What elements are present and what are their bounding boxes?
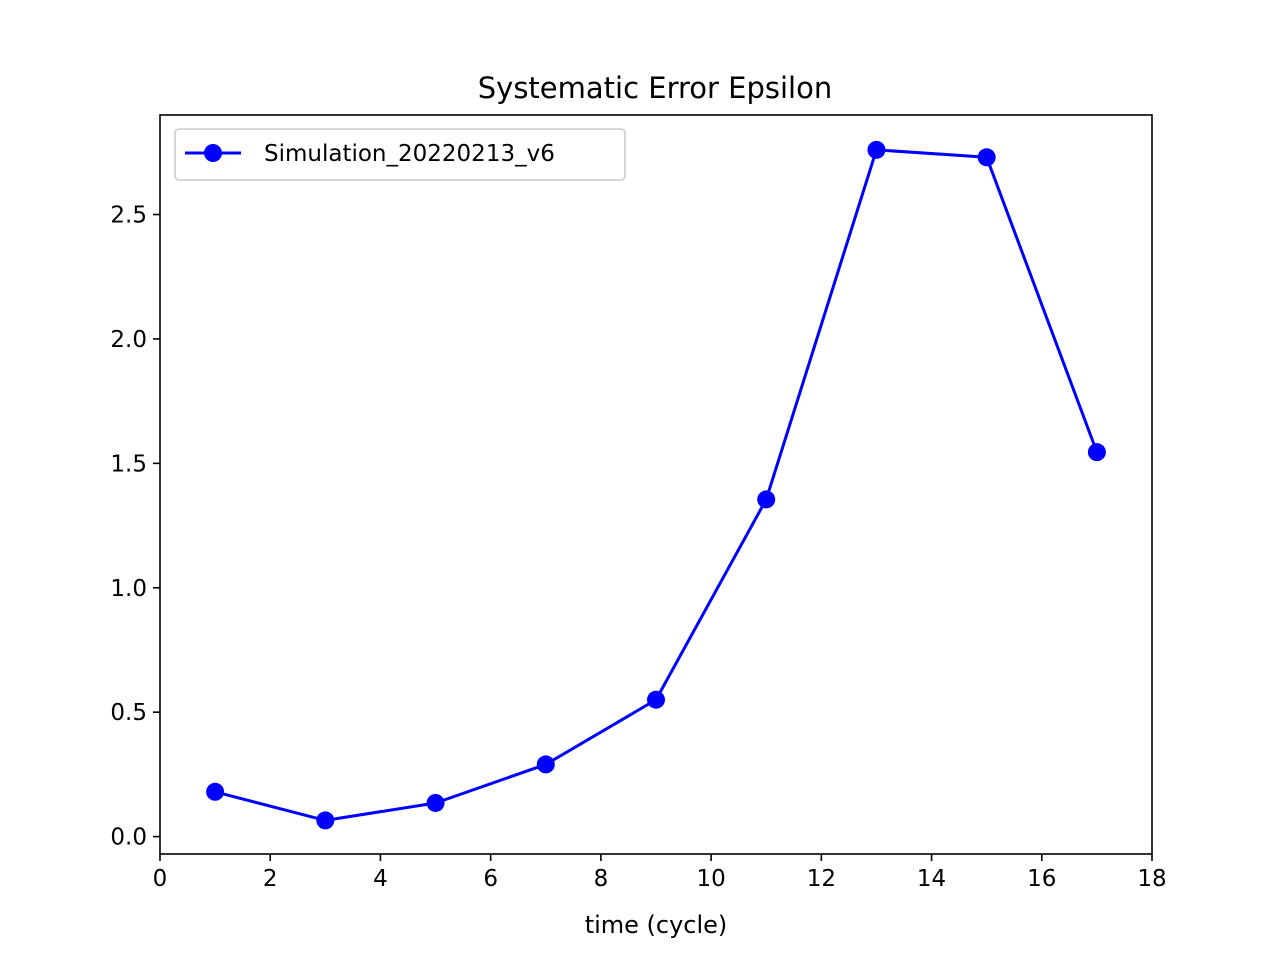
- y-tick-label: 2.5: [110, 203, 147, 229]
- legend: Simulation_20220213_v6: [174, 128, 626, 181]
- data-point: [977, 148, 996, 167]
- x-tick-label: 10: [696, 866, 725, 892]
- y-tick-label: 2.0: [110, 327, 147, 353]
- legend-marker-swatch: [204, 144, 222, 162]
- data-point: [206, 782, 225, 801]
- data-point: [757, 490, 776, 509]
- data-point: [316, 811, 335, 830]
- data-point: [536, 755, 555, 774]
- y-tick-label: 0.5: [110, 700, 147, 726]
- data-point: [1087, 443, 1106, 462]
- plot-area: [159, 114, 1153, 855]
- y-tick-label: 1.0: [110, 576, 147, 602]
- data-point: [426, 793, 445, 812]
- x-axis-label: time (cycle): [585, 911, 728, 939]
- x-tick-label: 8: [594, 866, 609, 892]
- x-tick-label: 12: [807, 866, 836, 892]
- legend-label: Simulation_20220213_v6: [264, 141, 555, 167]
- x-tick-label: 18: [1137, 866, 1166, 892]
- x-axis: 0 2 4 6 8 10 12 14 16 18: [153, 854, 1167, 892]
- x-tick-label: 0: [153, 866, 168, 892]
- series-layer: [206, 140, 1106, 830]
- x-tick-label: 6: [483, 866, 498, 892]
- data-point: [647, 690, 665, 709]
- chart-title: Systematic Error Epsilon: [478, 71, 833, 105]
- data-point: [867, 140, 886, 159]
- x-tick-label: 16: [1027, 866, 1056, 892]
- y-tick-label: 0.0: [110, 825, 147, 851]
- x-tick-label: 2: [263, 866, 278, 892]
- y-axis: 0.0 0.5 1.0 1.5 2.0 2.5: [110, 203, 160, 851]
- x-tick-label: 4: [373, 866, 388, 892]
- x-tick-label: 14: [917, 866, 946, 892]
- legend-box: [174, 128, 626, 181]
- y-tick-label: 1.5: [110, 451, 147, 477]
- plot-frame: [159, 114, 1153, 855]
